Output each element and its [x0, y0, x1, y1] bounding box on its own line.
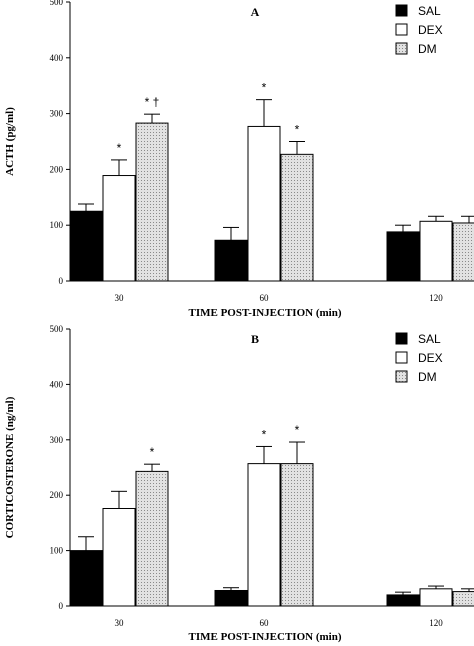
y-tick-label: 0: [59, 601, 64, 611]
significance-marker: *: [262, 81, 267, 95]
bar-sal-30: [69, 550, 103, 607]
bar-dm-60: [280, 463, 314, 607]
bar-dex-120: [419, 220, 453, 282]
legend-label-dex: DEX: [418, 351, 443, 365]
legend-swatch-dex: [395, 351, 408, 364]
bar-sal-120: [386, 594, 420, 607]
bar-dex-30: [102, 507, 136, 607]
panel-a-acth-chart: 0 100 200 300 400 500 ACTH (pg/ml) A 30 60 120 * * †…: [4, 0, 474, 319]
bar-sal-120: [386, 231, 420, 282]
legend-label-dm: DM: [418, 42, 437, 56]
y-axis-title: CORTICOSTERONE (ng/ml): [4, 396, 16, 538]
y-tick-label: 300: [50, 109, 64, 119]
bar-dm-60: [280, 153, 314, 282]
significance-marker: *: [295, 423, 300, 437]
y-axis-title: ACTH (pg/ml): [4, 107, 16, 176]
bar-dex-60: [247, 125, 281, 282]
legend-label-sal: SAL: [418, 4, 441, 18]
legend-swatch-dex: [395, 23, 408, 36]
x-tick-label: 60: [260, 618, 270, 628]
x-tick-label: 120: [429, 293, 443, 303]
y-tick-label: 200: [50, 490, 64, 500]
x-axis-title: TIME POST-INJECTION (min): [188, 631, 341, 643]
bar-sal-30: [69, 210, 103, 282]
legend-label-dm: DM: [418, 370, 437, 384]
significance-marker: *: [150, 445, 155, 459]
y-tick-label: 0: [59, 276, 64, 286]
x-tick-label: 30: [115, 293, 125, 303]
y-tick-label: 500: [50, 0, 64, 7]
legend-label-dex: DEX: [418, 23, 443, 37]
bar-dm-30: [135, 122, 169, 282]
significance-marker: *: [117, 141, 122, 155]
x-axis-title: TIME POST-INJECTION (min): [188, 307, 341, 319]
y-tick-label: 500: [50, 324, 64, 334]
bar-dm-120: [452, 591, 474, 607]
y-tick-label: 200: [50, 164, 64, 174]
significance-marker: *: [262, 427, 267, 441]
y-tick-label: 400: [50, 379, 64, 389]
legend-swatch-dm: [395, 370, 408, 383]
legend-swatch-sal: [395, 4, 408, 17]
panel-title: A: [251, 5, 260, 19]
bar-sal-60: [214, 239, 248, 282]
legend-swatch-dm: [395, 42, 408, 55]
y-tick-label: 400: [50, 53, 64, 63]
significance-marker: * †: [145, 95, 160, 109]
bar-dm-30: [135, 470, 169, 607]
legend-swatch-sal: [395, 332, 408, 345]
y-tick-label: 100: [50, 546, 64, 556]
bar-dex-60: [247, 463, 281, 607]
significance-marker: *: [295, 123, 300, 137]
y-tick-label: 100: [50, 220, 64, 230]
legend-label-sal: SAL: [418, 332, 441, 346]
x-tick-label: 30: [115, 618, 125, 628]
panel-b-corticosterone-chart: 0 100 200 300 400 500 CORTICOSTERONE (ng/ml) B 3…: [4, 324, 474, 643]
x-tick-label: 120: [429, 618, 443, 628]
y-tick-label: 300: [50, 435, 64, 445]
bar-dex-120: [419, 588, 453, 607]
x-tick-label: 60: [260, 293, 270, 303]
bar-dex-30: [102, 175, 136, 282]
bar-sal-60: [214, 589, 248, 607]
panel-title: B: [251, 332, 259, 346]
bar-dm-120: [452, 222, 474, 282]
